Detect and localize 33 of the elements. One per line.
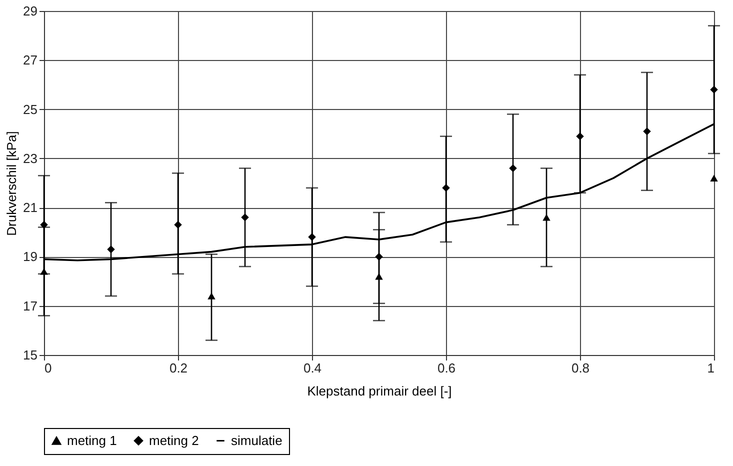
y-tick-label: 27 xyxy=(23,52,38,68)
y-tick-label: 21 xyxy=(23,200,38,216)
y-tick-label: 25 xyxy=(23,102,38,117)
x-tick-label: 0.8 xyxy=(571,360,590,376)
point xyxy=(710,86,718,94)
y-tick-label: 19 xyxy=(23,249,38,264)
point xyxy=(576,132,584,140)
point xyxy=(710,174,718,182)
x-tick-label: 0.6 xyxy=(437,360,456,376)
point xyxy=(107,245,115,254)
y-tick-label: 15 xyxy=(23,348,38,362)
x-tick-label: 0.4 xyxy=(303,360,322,376)
point xyxy=(174,220,182,229)
point xyxy=(208,292,216,300)
y-tick-label: 17 xyxy=(23,298,38,314)
x-axis-title: Klepstand primair deel [-] xyxy=(307,384,452,398)
legend-label: meting 2 xyxy=(149,432,199,448)
point xyxy=(241,214,249,222)
x-tick-label: 0.2 xyxy=(169,360,188,376)
point xyxy=(442,184,450,192)
point xyxy=(509,164,517,172)
x-tick-label: 0 xyxy=(44,360,52,376)
legend-label: meting 1 xyxy=(67,432,117,448)
y-axis-title: Drukverschil [kPa] xyxy=(4,131,20,236)
x-tick-label: 1 xyxy=(707,360,714,376)
point xyxy=(40,220,48,229)
y-tick-label: 29 xyxy=(23,4,38,18)
point xyxy=(542,214,550,221)
point xyxy=(375,252,383,261)
y-tick-label: 23 xyxy=(23,150,38,166)
point xyxy=(643,128,651,136)
point xyxy=(308,233,316,241)
legend-label: simulatie xyxy=(231,432,282,448)
